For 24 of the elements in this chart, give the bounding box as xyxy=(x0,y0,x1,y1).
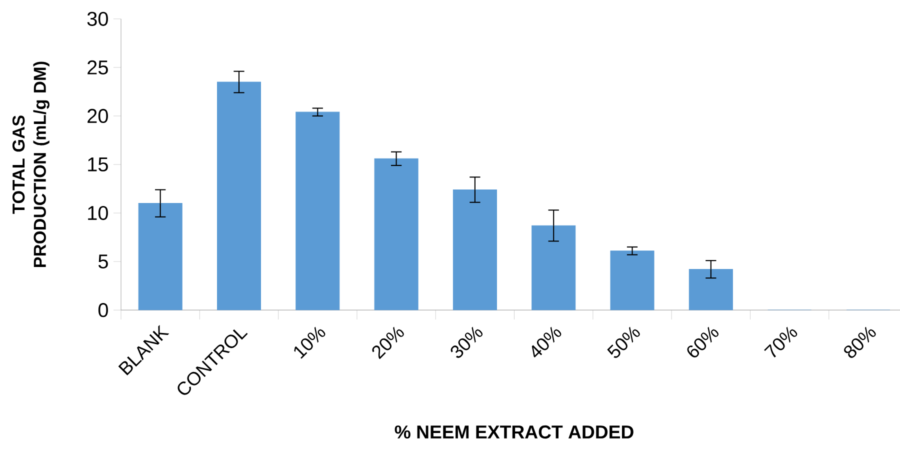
bar xyxy=(374,158,418,310)
x-tick-label: 50% xyxy=(607,326,640,358)
y-tick-label: 25 xyxy=(88,60,108,74)
y-axis-title: TOTAL GAS PRODUCTION (mL/g DM) xyxy=(12,62,50,267)
y-tick-label: 10 xyxy=(88,206,108,220)
y-tick-label: 30 xyxy=(87,12,108,26)
x-tick-label: 70% xyxy=(764,326,798,358)
y-tick-label: 5 xyxy=(98,254,108,268)
bar xyxy=(532,225,576,310)
x-tick-label: 40% xyxy=(532,326,562,358)
x-tick-label: 60% xyxy=(687,326,718,358)
y-tick-label: 0 xyxy=(98,302,108,318)
x-tick-label: 30% xyxy=(450,326,483,358)
bar xyxy=(452,189,497,310)
bar xyxy=(610,250,654,310)
bar xyxy=(296,112,340,310)
bar xyxy=(138,202,182,310)
y-tick-label: 20 xyxy=(88,108,108,123)
y-tick-label: 15 xyxy=(88,157,108,172)
x-tick-label: 10% xyxy=(294,326,326,359)
x-tick-label: 80% xyxy=(844,326,876,358)
bar xyxy=(216,82,262,310)
bar xyxy=(688,269,733,310)
x-axis-title: % NEEM EXTRACT ADDED xyxy=(394,425,634,439)
